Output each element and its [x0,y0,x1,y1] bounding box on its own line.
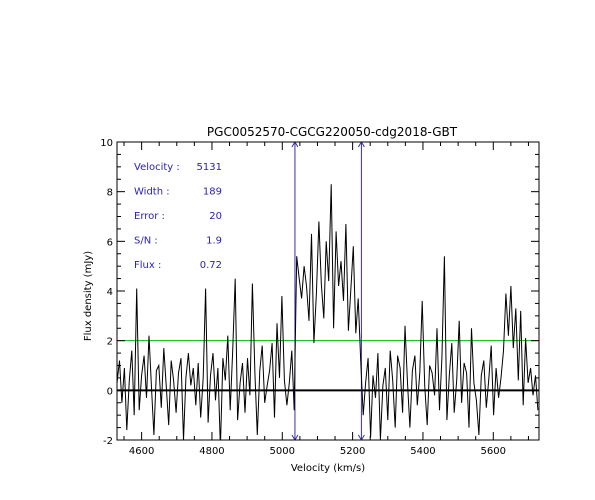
spectrum-series-line [117,184,539,440]
y-tick-label: 4 [107,287,113,298]
chart-title: PGC0052570-CGCG220050-cdg2018-GBT [207,125,458,139]
stats-box: Velocity : 5131 Width : 189 Error : 20 S/N : 1.… [134,162,222,271]
velocity-window-arrow-top-2 [357,142,365,148]
stat-label: Flux : [134,260,161,271]
stat-value: 189 [203,187,222,198]
x-tick-label: 4600 [129,446,154,457]
y-tick-label: 2 [107,337,113,348]
y-tick-label: 8 [107,188,113,199]
x-tick-label: 5000 [270,446,295,457]
y-tick-label: 10 [100,138,113,149]
y-tick-label: 6 [107,237,113,248]
x-axis: 4600 4800 5000 5200 5400 5600 [123,142,529,457]
stat-label: Width : [134,187,170,198]
y-tick-label: 0 [107,386,113,397]
velocity-window-arrow-bottom-2 [357,434,365,440]
stat-value: 20 [209,211,222,222]
stat-value: 1.9 [206,236,222,247]
y-axis: -2 0 2 4 6 8 10 [100,138,539,447]
x-tick-label: 5600 [481,446,506,457]
stat-label: S/N : [134,236,158,247]
stat-label: Error : [134,211,165,222]
y-tick-label: -2 [103,436,113,447]
velocity-window-arrow-top-1 [291,142,299,148]
x-tick-label: 5400 [410,446,435,457]
x-axis-label: Velocity (km/s) [291,463,365,474]
stat-label: Velocity : [134,162,180,173]
stat-value: 0.72 [200,260,222,271]
velocity-window-arrow-bottom-1 [291,434,299,440]
y-axis-label: Flux density (mJy) [83,251,94,341]
x-tick-label: 5200 [340,446,365,457]
x-tick-label: 4800 [199,446,224,457]
stat-value: 5131 [197,162,222,173]
plot-content [117,142,539,440]
